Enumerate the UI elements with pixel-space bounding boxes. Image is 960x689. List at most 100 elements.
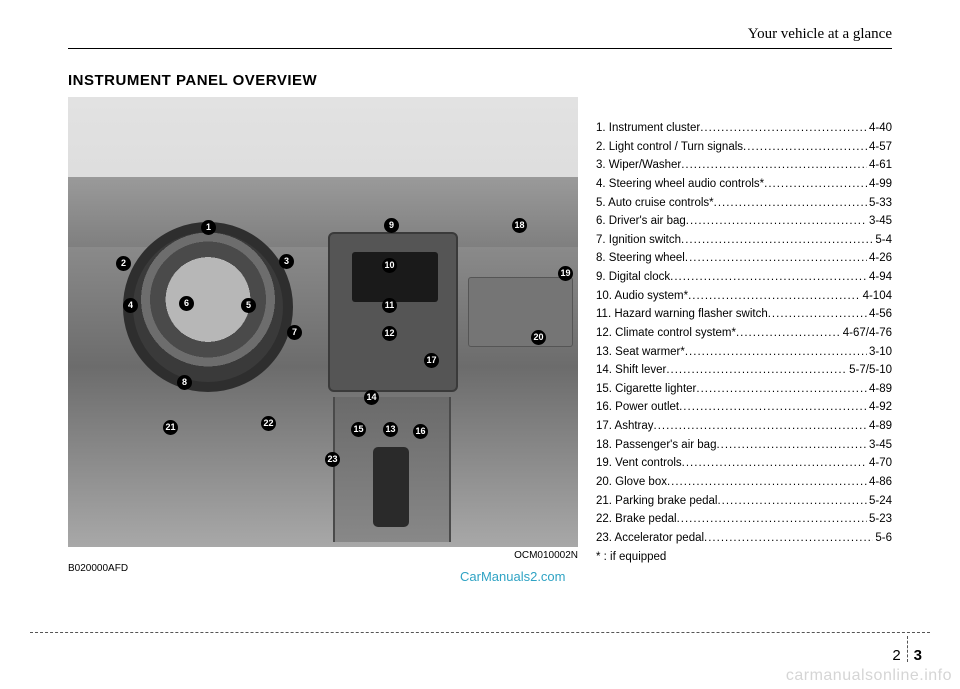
reference-list: 1. Instrument cluster 4-40 2. Light contr…: [596, 97, 892, 574]
callout-1: 1: [201, 220, 216, 235]
list-item-ref: 4-61: [867, 156, 892, 175]
list-item-dots: [686, 212, 867, 231]
list-item-dots: [696, 380, 867, 399]
list-item-label: 12. Climate control system*: [596, 324, 736, 343]
header: Your vehicle at a glance: [68, 22, 892, 50]
bottom-watermark: carmanualsonline.info: [778, 663, 960, 689]
list-item-dots: [700, 119, 867, 138]
list-item-ref: 4-40: [867, 119, 892, 138]
list-item-ref: 4-99: [867, 175, 892, 194]
callout-5: 5: [241, 298, 256, 313]
footnote: * : if equipped: [596, 548, 892, 567]
list-item: 16. Power outlet 4-92: [596, 398, 892, 417]
callout-7: 7: [287, 325, 302, 340]
list-item-ref: 5-24: [867, 492, 892, 511]
list-item-ref: 5-23: [867, 510, 892, 529]
list-item: 21. Parking brake pedal 5-24: [596, 492, 892, 511]
steering-wheel: [123, 222, 293, 392]
list-item-dots: [667, 473, 867, 492]
callout-16: 16: [413, 424, 428, 439]
callout-9: 9: [384, 218, 399, 233]
list-item-dots: [685, 343, 867, 362]
list-item-ref: 4-26: [867, 249, 892, 268]
list-item-ref: 4-70: [867, 454, 892, 473]
list-item-label: 18. Passenger's air bag: [596, 436, 716, 455]
list-item-ref: 4-57: [867, 138, 892, 157]
list-item-label: 15. Cigarette lighter: [596, 380, 696, 399]
list-item: 14. Shift lever5-7/5-10: [596, 361, 892, 380]
list-item-label: 13. Seat warmer*: [596, 343, 685, 362]
callout-14: 14: [364, 390, 379, 405]
section-title: Your vehicle at a glance: [748, 26, 892, 43]
list-item-label: 9. Digital clock: [596, 268, 670, 287]
list-item: 4. Steering wheel audio controls* 4-99: [596, 175, 892, 194]
list-item-dots: [764, 175, 867, 194]
list-item-dots: [714, 194, 867, 213]
callout-20: 20: [531, 330, 546, 345]
dashboard-illustration: 1234567891011121314151617181920212223: [68, 97, 578, 547]
list-item-label: 1. Instrument cluster: [596, 119, 700, 138]
list-item-dots: [743, 138, 867, 157]
list-item-label: 20. Glove box: [596, 473, 667, 492]
list-item: 12. Climate control system* 4-67/4-76: [596, 324, 892, 343]
list-item: 6. Driver's air bag3-45: [596, 212, 892, 231]
page-title: INSTRUMENT PANEL OVERVIEW: [68, 72, 892, 89]
list-item-ref: 5-6: [873, 529, 892, 548]
list-item-label: 19. Vent controls: [596, 454, 682, 473]
list-item-label: 8. Steering wheel: [596, 249, 685, 268]
list-item-dots: [681, 156, 867, 175]
callout-15: 15: [351, 422, 366, 437]
list-item-ref: 4-89: [867, 417, 892, 436]
list-item: 20. Glove box 4-86: [596, 473, 892, 492]
list-item-dots: [670, 268, 867, 287]
list-item-label: 14. Shift lever: [596, 361, 666, 380]
list-item-ref: 4-89: [867, 380, 892, 399]
list-item-label: 5. Auto cruise controls*: [596, 194, 714, 213]
callout-22: 22: [261, 416, 276, 431]
list-item-label: 21. Parking brake pedal: [596, 492, 717, 511]
glove-box: [468, 277, 573, 347]
callout-2: 2: [116, 256, 131, 271]
list-item: 18. Passenger's air bag 3-45: [596, 436, 892, 455]
list-item-ref: 4-92: [867, 398, 892, 417]
list-item: 11. Hazard warning flasher switch4-56: [596, 305, 892, 324]
list-item-dots: [666, 361, 847, 380]
figure-code-right: OCM010002N: [68, 550, 578, 561]
list-item-label: 4. Steering wheel audio controls*: [596, 175, 764, 194]
list-item-ref: 4-104: [861, 287, 892, 306]
list-item-label: 10. Audio system*: [596, 287, 688, 306]
list-item-label: 17. Ashtray: [596, 417, 654, 436]
list-item: 7. Ignition switch 5-4: [596, 231, 892, 250]
list-item-dots: [717, 492, 867, 511]
list-item-dots: [682, 454, 867, 473]
callout-6: 6: [179, 296, 194, 311]
callout-18: 18: [512, 218, 527, 233]
header-rule-line: [68, 48, 892, 49]
callout-23: 23: [325, 452, 340, 467]
list-item-label: 2. Light control / Turn signals: [596, 138, 743, 157]
list-item-ref: 3-45: [867, 436, 892, 455]
page-number-separator: [907, 636, 908, 662]
callout-13: 13: [383, 422, 398, 437]
page-number-value: 3: [914, 647, 922, 664]
footer-dashed-line: [30, 632, 930, 633]
callout-19: 19: [558, 266, 573, 281]
list-item-ref: 4-67/4-76: [841, 324, 892, 343]
list-item-dots: [681, 231, 873, 250]
list-item-dots: [736, 324, 841, 343]
content-row: 1234567891011121314151617181920212223 OC…: [68, 97, 892, 574]
list-item-label: 3. Wiper/Washer: [596, 156, 681, 175]
list-item-label: 7. Ignition switch: [596, 231, 681, 250]
figure-area: 1234567891011121314151617181920212223 OC…: [68, 97, 578, 574]
shift-lever: [373, 447, 409, 527]
callout-21: 21: [163, 420, 178, 435]
list-item-label: 6. Driver's air bag: [596, 212, 686, 231]
list-item-dots: [685, 249, 867, 268]
callout-17: 17: [424, 353, 439, 368]
list-item-ref: 5-33: [867, 194, 892, 213]
callout-12: 12: [382, 326, 397, 341]
list-item-dots: [679, 398, 867, 417]
list-item-dots: [716, 436, 867, 455]
dash-upper: [68, 177, 578, 247]
list-item-ref: 4-94: [867, 268, 892, 287]
